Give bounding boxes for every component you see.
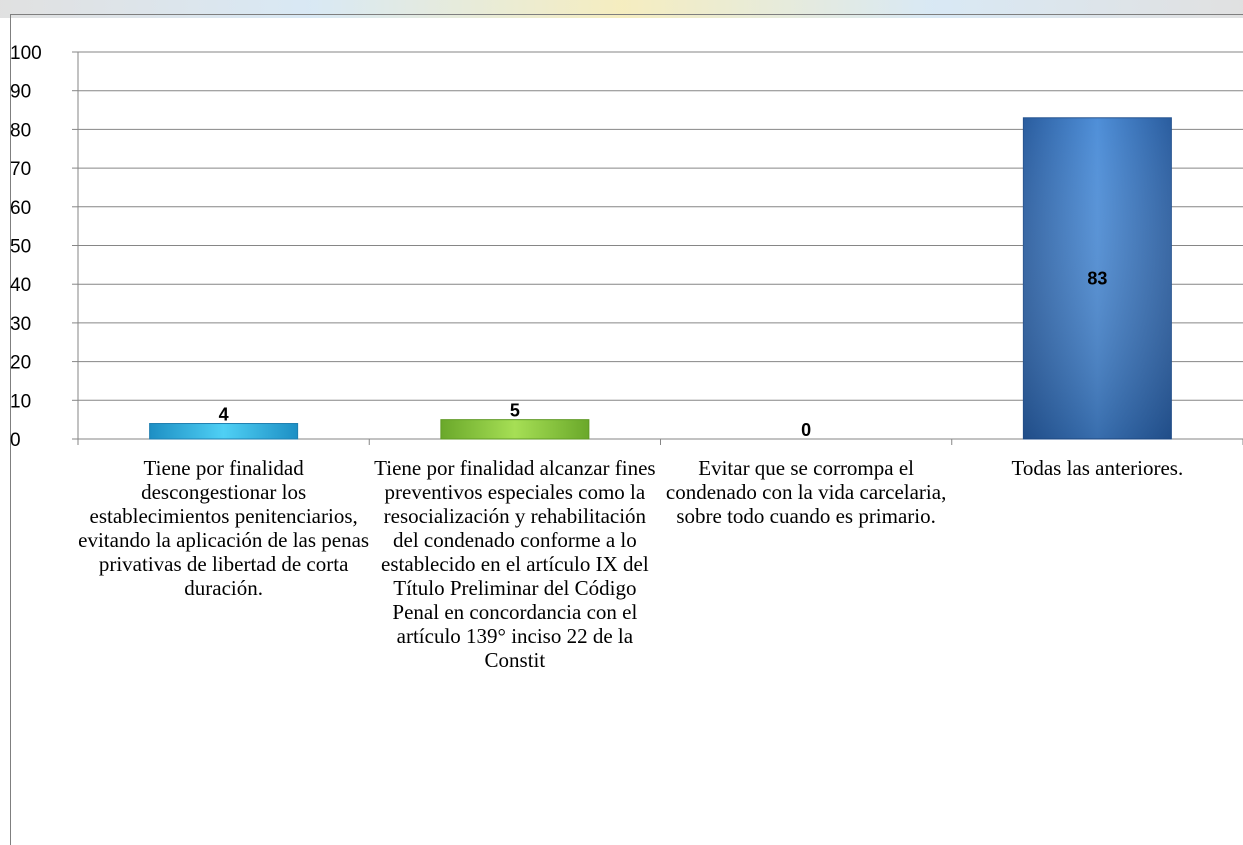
y-tick-label: 90 bbox=[10, 82, 31, 103]
y-tick-label: 80 bbox=[10, 120, 31, 141]
y-tick-label: 50 bbox=[10, 237, 31, 258]
x-category-label: Tiene por finalidad descongestionar los … bbox=[78, 456, 370, 600]
bar bbox=[440, 419, 590, 440]
data-label: 4 bbox=[219, 405, 229, 425]
y-tick-label: 0 bbox=[10, 430, 21, 451]
y-tick-label: 30 bbox=[10, 314, 31, 335]
bar bbox=[149, 423, 299, 440]
y-tick-label: 100 bbox=[10, 43, 42, 64]
y-tick-label: 20 bbox=[10, 353, 31, 374]
data-label: 83 bbox=[1087, 268, 1107, 288]
bar-shade bbox=[1023, 117, 1172, 439]
data-label: 0 bbox=[801, 420, 811, 440]
y-tick-label: 10 bbox=[10, 391, 31, 412]
x-category-label: Todas las anteriores. bbox=[1011, 456, 1184, 480]
background-strip bbox=[0, 0, 1243, 18]
x-category-label: Tiene por finalidad alcanzar fines preve… bbox=[374, 456, 656, 672]
y-tick-label: 60 bbox=[10, 198, 31, 219]
y-tick-label: 70 bbox=[10, 159, 31, 180]
chart-frame bbox=[10, 14, 1243, 845]
y-tick-label: 40 bbox=[10, 275, 31, 296]
data-label: 5 bbox=[510, 401, 520, 421]
x-category-label: Evitar que se corrompa el condenado con … bbox=[665, 456, 947, 528]
